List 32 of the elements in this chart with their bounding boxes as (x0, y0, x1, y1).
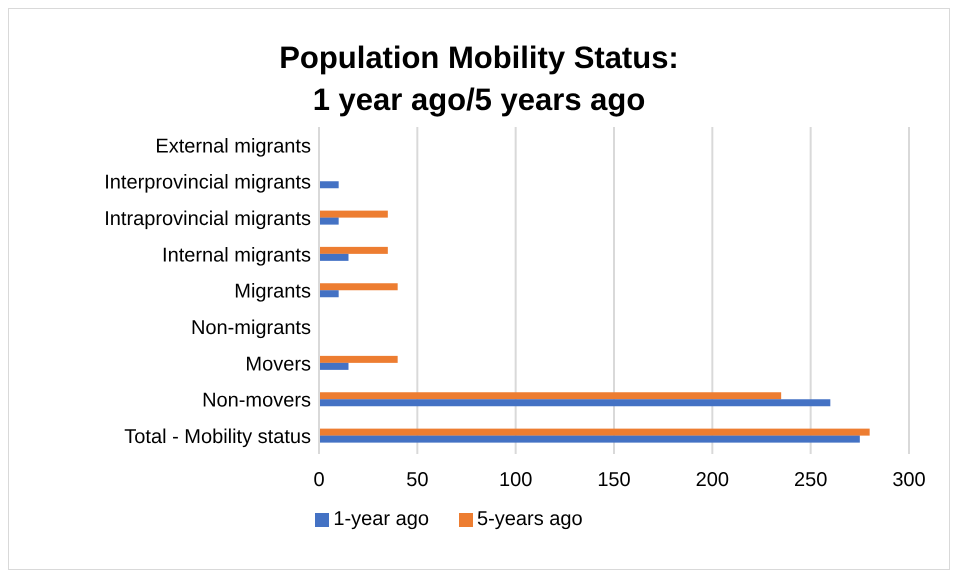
y-tick-label: Intraprovincial migrants (104, 208, 311, 230)
y-tick-label: Internal migrants (162, 244, 311, 266)
x-tick-label: 300 (892, 469, 926, 492)
x-tick-label: 250 (794, 469, 828, 492)
x-tick-label: 150 (597, 469, 631, 492)
bar (319, 356, 398, 363)
y-tick-label: External migrants (155, 135, 311, 158)
y-tick-label: Non-movers (202, 390, 311, 412)
bar (319, 246, 388, 254)
y-tick-label: Movers (245, 353, 311, 376)
bar (319, 218, 339, 225)
y-tick-label: Interprovincial migrants (104, 172, 311, 194)
chart-title: Population Mobility Status: 1 year ago/5 years ago (278, 39, 680, 119)
y-tick-label: Total - Mobility status (124, 426, 311, 448)
bar (319, 436, 860, 443)
bar (319, 283, 398, 290)
bar (319, 210, 388, 218)
bar (319, 428, 870, 436)
bar (319, 254, 348, 261)
bar (319, 290, 339, 298)
x-tick-label: 50 (406, 469, 428, 492)
y-tick-label: Non-migrants (190, 316, 311, 339)
legend-label: 5-years ago (477, 508, 583, 530)
bar (319, 399, 830, 406)
bar (319, 181, 339, 188)
y-tick-label: Migrants (234, 280, 311, 303)
x-tick-label: 0 (313, 469, 325, 492)
x-tick-label: 100 (498, 469, 532, 492)
bar (319, 362, 348, 370)
x-tick-label: 200 (696, 469, 730, 492)
legend-label: 1-year ago (333, 508, 429, 530)
bar (319, 392, 782, 400)
